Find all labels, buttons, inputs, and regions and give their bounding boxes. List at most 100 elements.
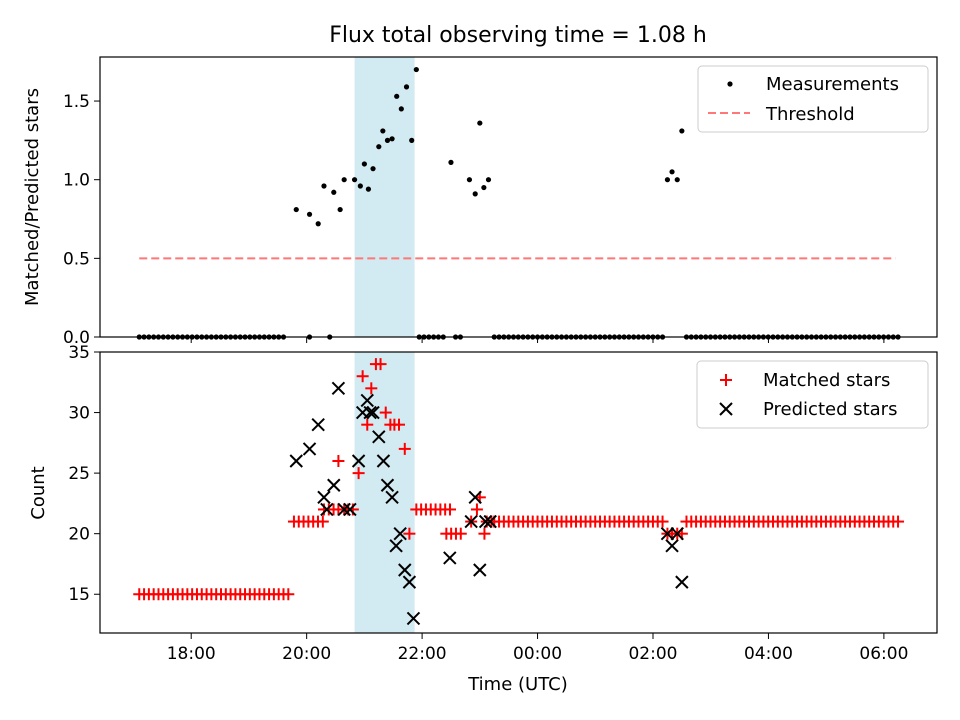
measurements-point — [409, 137, 415, 143]
top-highlight-span — [354, 57, 415, 337]
y-tick-label: 0.5 — [63, 249, 90, 269]
predicted-stars-point — [483, 514, 497, 529]
y-tick-label: 25 — [68, 464, 90, 484]
matched-stars-point — [374, 358, 387, 371]
predicted-stars-point — [337, 502, 351, 517]
legend-threshold-label: Threshold — [765, 104, 855, 125]
legend-measurements-label: Measurements — [766, 74, 899, 95]
top-legend-box — [697, 65, 929, 133]
y-tick-label: 30 — [68, 404, 90, 424]
x-tick-label: 02:00 — [628, 644, 677, 664]
predicted-stars-point — [478, 514, 493, 529]
measurements-point — [384, 137, 391, 143]
matched-stars-run-point — [316, 515, 329, 528]
bottom-y-axis-label: Count — [28, 466, 49, 519]
matched-stars-run-point — [892, 515, 905, 528]
measurements-point — [674, 177, 680, 183]
matched-stars-run-point — [282, 588, 295, 601]
chart-title: Flux total observing time = 1.08 h — [329, 23, 707, 48]
predicted-stars-point — [660, 526, 675, 541]
top-axes-frame — [99, 56, 938, 338]
measurements-point — [357, 183, 363, 189]
top-x-ticks — [190, 337, 885, 343]
bottom-y-ticks: 15 20 25 30 35 — [68, 343, 100, 605]
bottom-plot-area — [133, 358, 905, 626]
measurements-point — [664, 177, 671, 183]
y-tick-label: 1.5 — [63, 92, 90, 112]
y-tick-label: 35 — [68, 343, 90, 363]
measurements-point — [331, 189, 337, 195]
measurements-point — [370, 166, 376, 172]
matched-stars-point — [379, 406, 392, 419]
measurements-point — [394, 93, 400, 99]
x-tick-label: 22:00 — [398, 644, 447, 664]
measurements-point — [351, 177, 358, 183]
measurements-point — [481, 184, 487, 191]
predicted-stars-point — [343, 502, 357, 517]
matched-stars-point — [332, 455, 345, 468]
bottom-legend-box — [696, 360, 929, 429]
matched-stars-point — [393, 418, 406, 431]
predicted-stars-point — [289, 454, 303, 468]
predicted-stars-point — [385, 490, 399, 505]
measurements-point — [315, 221, 321, 227]
predicted-stars-point — [402, 575, 417, 589]
measurements-point — [403, 84, 410, 90]
measurements-point — [448, 159, 454, 165]
predicted-stars-point — [351, 454, 366, 468]
bottom-axes-frame — [99, 351, 938, 634]
predicted-stars-point — [302, 442, 317, 456]
top-y-axis-label: Matched/Predicted stars — [22, 88, 43, 306]
measurements-point — [389, 136, 395, 142]
matched-stars-point — [470, 503, 483, 516]
measurements-point — [293, 206, 299, 213]
measurements-point — [337, 206, 343, 213]
predicted-stars-point — [468, 490, 482, 505]
x-tick-label: 18:00 — [167, 644, 216, 664]
top-legend: Measurements Threshold — [697, 65, 929, 133]
matched-stars-run-point — [454, 527, 467, 540]
legend-matched-label: Matched stars — [763, 370, 890, 391]
predicted-stars-point — [363, 405, 377, 420]
x-tick-label: 20:00 — [282, 644, 331, 664]
measurements-point — [485, 177, 492, 183]
y-tick-label: 1.0 — [63, 171, 90, 191]
matched-stars-point — [398, 442, 411, 455]
measurements-point — [472, 191, 478, 197]
measurements-point — [413, 66, 419, 73]
predicted-stars-point — [443, 551, 457, 565]
bottom-panel: 15 20 25 30 35 18:00 20:00 22:00 00:00 02:00 04:0… — [28, 343, 938, 695]
predicted-stars-point — [670, 526, 684, 541]
legend-matched-marker — [720, 374, 732, 386]
top-panel: 0.0 0.5 1.0 1.5 Matched/Predicted stars Mea… — [22, 56, 938, 348]
matched-stars-point — [361, 418, 374, 431]
y-tick-label: 15 — [68, 585, 90, 605]
predicted-stars-point — [464, 514, 478, 529]
predicted-stars-point — [372, 430, 386, 444]
y-tick-label: 20 — [68, 525, 90, 545]
bottom-highlight-span — [354, 352, 415, 633]
matched-stars-run-point — [443, 503, 456, 516]
x-tick-label: 04:00 — [744, 644, 793, 664]
predicted-stars-point — [393, 526, 407, 541]
predicted-stars-point — [665, 539, 679, 553]
measurements-point — [398, 106, 404, 112]
predicted-stars-point — [327, 478, 341, 492]
measurements-point — [466, 177, 473, 183]
measurements-point — [365, 186, 372, 192]
measurements-point — [341, 177, 347, 183]
matched-stars-point — [478, 527, 491, 540]
predicted-stars-point — [473, 563, 487, 577]
matched-stars-point — [365, 382, 378, 395]
predicted-stars-point — [389, 539, 403, 553]
measurements-point — [376, 144, 382, 150]
measurements-point — [477, 120, 483, 126]
measurements-point — [669, 169, 675, 175]
measurements-point — [321, 183, 327, 189]
bottom-legend: Matched stars Predicted stars — [696, 360, 929, 429]
x-axis-label: Time (UTC) — [467, 674, 568, 695]
measurements-point — [361, 161, 367, 167]
matched-stars-point — [352, 467, 365, 480]
predicted-stars-point — [675, 575, 689, 589]
